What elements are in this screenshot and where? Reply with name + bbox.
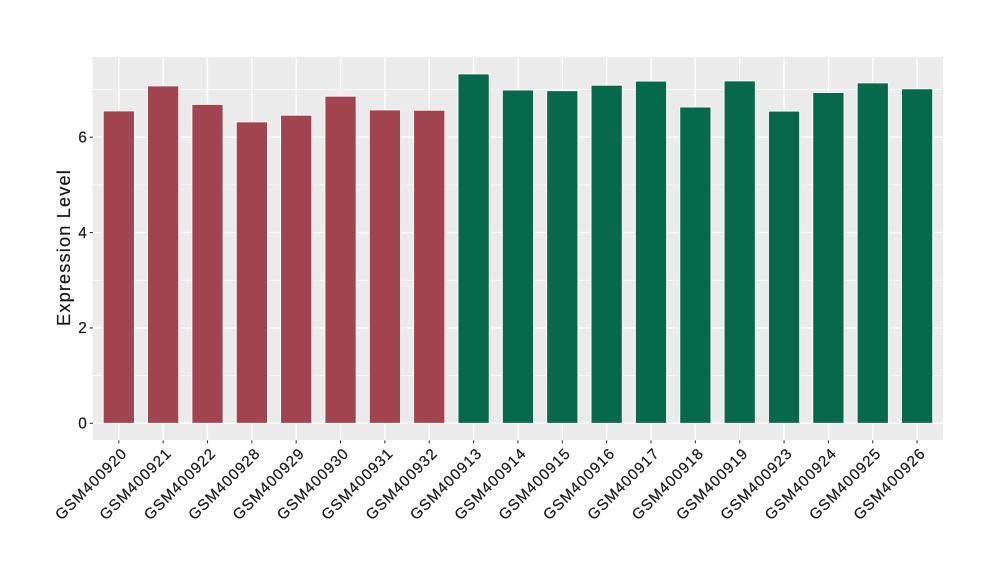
svg-text:0: 0 bbox=[78, 416, 87, 433]
svg-text:4: 4 bbox=[78, 225, 87, 242]
svg-text:6: 6 bbox=[78, 130, 87, 147]
svg-text:Expression Level: Expression Level bbox=[54, 169, 74, 326]
svg-text:2: 2 bbox=[78, 320, 87, 337]
